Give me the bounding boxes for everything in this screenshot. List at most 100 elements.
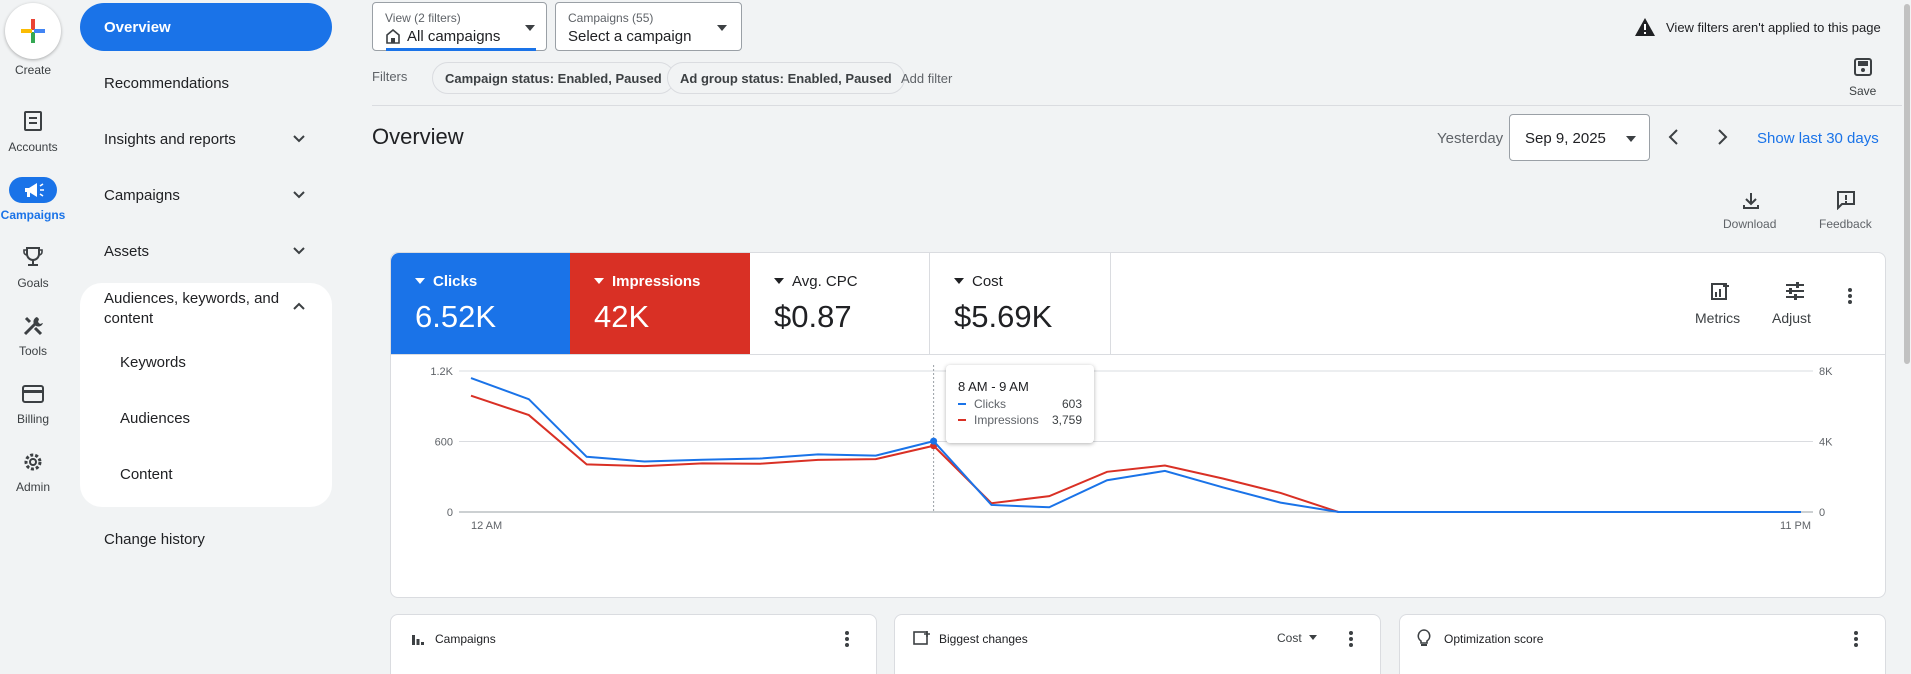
adjust-button[interactable]: Adjust (1772, 310, 1811, 326)
download-button[interactable]: Download (1723, 217, 1777, 231)
chevron-up-icon[interactable] (292, 299, 306, 313)
billing-label[interactable]: Billing (16, 412, 49, 426)
store-icon (386, 29, 400, 44)
metrics-icon[interactable] (1710, 281, 1732, 301)
metric-tile-impressions[interactable]: Impressions 42K (570, 253, 750, 354)
dropdown-triangle-icon (415, 278, 425, 284)
warning-icon (1635, 18, 1655, 36)
dropdown-arrow-icon (717, 25, 727, 31)
nav-item-campaigns[interactable]: Campaigns (80, 171, 332, 219)
nav-item-assets[interactable]: Assets (80, 227, 332, 275)
tools-icon[interactable] (19, 314, 47, 338)
save-icon[interactable] (1853, 57, 1873, 77)
view-dropdown-underline (386, 48, 536, 51)
metric-clicks-value: 6.52K (415, 299, 497, 334)
nav-item-content[interactable]: Content (120, 466, 173, 483)
chart-tooltip: 8 AM - 9 AM Clicks 603 Impressions 3,759 (946, 365, 1094, 443)
nav-group-title-line1: Audiences, keywords, and (104, 290, 280, 307)
lightbulb-icon (1417, 629, 1431, 646)
metric-impressions-value: 42K (594, 299, 650, 334)
create-button[interactable] (5, 3, 61, 59)
tooltip-impressions-swatch (958, 419, 966, 421)
chevron-right-icon[interactable] (1713, 127, 1731, 147)
dropdown-arrow-icon (1626, 136, 1636, 142)
chevron-left-icon[interactable] (1665, 127, 1683, 147)
bar-chart-icon (412, 635, 424, 645)
metric-cost-name: Cost (954, 273, 1003, 290)
biggest-changes-card: Biggest changes Cost (894, 614, 1381, 674)
metrics-button[interactable]: Metrics (1695, 310, 1741, 326)
metric-clicks-label: Clicks (433, 273, 478, 290)
tooltip-clicks-label: Clicks (974, 397, 1006, 411)
left-rail: Create Accounts Campaigns Goals Tools Bi… (0, 0, 66, 674)
nav-item-recommendations[interactable]: Recommendations (104, 74, 230, 92)
campaign-dropdown[interactable]: Campaigns (55) Select a campaign (555, 2, 742, 51)
nav-item-audiences[interactable]: Audiences (120, 410, 191, 427)
feedback-button[interactable]: Feedback (1819, 217, 1872, 231)
tooltip-title: 8 AM - 9 AM (958, 379, 1029, 394)
filter-chip-campaign-status[interactable]: Campaign status: Enabled, Paused (432, 62, 675, 94)
campaigns-rail-active[interactable] (9, 177, 57, 203)
nav-item-change-history[interactable]: Change history (104, 530, 205, 548)
nav-item-assets-label: Assets (104, 242, 150, 260)
metric-tile-cost[interactable]: Cost $5.69K (930, 253, 1111, 354)
more-vert-icon[interactable] (1348, 631, 1354, 647)
gear-icon[interactable] (19, 450, 47, 474)
metric-cost-value: $5.69K (954, 299, 1053, 334)
more-vert-icon[interactable] (1847, 287, 1853, 305)
y-left-tick-label: 600 (435, 437, 453, 449)
accounts-icon[interactable] (19, 110, 47, 134)
y-right-tick-label: 0 (1819, 507, 1825, 519)
accounts-label[interactable]: Accounts (8, 140, 58, 154)
performance-card: Clicks 6.52K Impressions 42K Avg. CPC $0… (390, 252, 1886, 598)
more-vert-icon[interactable] (1853, 631, 1859, 647)
metric-clicks-name: Clicks (415, 273, 477, 290)
nav-item-insights-label: Insights and reports (104, 130, 236, 148)
filter-chip-adgroup-status[interactable]: Ad group status: Enabled, Paused (667, 62, 905, 94)
campaign-dropdown-label: Campaigns (55) (568, 11, 654, 25)
chevron-down-icon (293, 135, 305, 143)
tune-icon[interactable] (1784, 281, 1806, 301)
optimization-score-card: Optimization score (1399, 614, 1886, 674)
download-icon[interactable] (1741, 191, 1761, 211)
show-last-30-days-link[interactable]: Show last 30 days (1757, 130, 1879, 147)
filters-warning: View filters aren't applied to this page (1666, 20, 1881, 35)
admin-label[interactable]: Admin (15, 480, 50, 494)
nav-group-audiences-header[interactable]: Audiences, keywords, and content (104, 289, 279, 329)
more-vert-icon[interactable] (844, 631, 850, 647)
chevron-down-icon (293, 247, 305, 255)
trophy-icon[interactable] (19, 245, 47, 269)
campaigns-label[interactable]: Campaigns (0, 208, 66, 222)
metric-cpc-label: Avg. CPC (792, 273, 858, 290)
metric-impressions-name: Impressions (594, 273, 700, 290)
view-dropdown[interactable]: View (2 filters) All campaigns (372, 2, 547, 51)
cost-sort-dropdown[interactable]: Cost (1277, 631, 1318, 645)
nav-item-keywords[interactable]: Keywords (120, 354, 186, 371)
dropdown-triangle-icon (774, 278, 784, 284)
add-filter-link[interactable]: Add filter (901, 71, 953, 86)
save-button[interactable]: Save (1849, 84, 1877, 98)
nav-item-overview[interactable]: Overview (80, 3, 332, 51)
tooltip-clicks-value: 603 (1061, 397, 1082, 411)
nav-group-title-line2: content (104, 310, 154, 327)
feedback-icon[interactable] (1836, 190, 1856, 210)
scrollbar-track[interactable] (1902, 0, 1911, 674)
series-point-clicks (930, 437, 938, 445)
plus-icon (21, 19, 45, 43)
biggest-changes-title: Biggest changes (939, 632, 1028, 646)
campaigns-card-title: Campaigns (435, 632, 496, 646)
tooltip-impressions-value: 3,759 (1051, 413, 1082, 427)
billing-icon[interactable] (19, 382, 47, 406)
scrollbar-thumb[interactable] (1904, 4, 1910, 364)
nav-item-insights[interactable]: Insights and reports (80, 115, 332, 163)
metric-impressions-label: Impressions (612, 273, 701, 290)
megaphone-icon (25, 183, 44, 197)
tools-label[interactable]: Tools (18, 344, 47, 358)
metric-tile-avg-cpc[interactable]: Avg. CPC $0.87 (750, 253, 930, 354)
date-picker[interactable]: Sep 9, 2025 (1509, 114, 1650, 161)
divider (372, 105, 1902, 106)
metric-tile-clicks[interactable]: Clicks 6.52K (391, 253, 571, 354)
cost-sort-label: Cost (1277, 631, 1302, 645)
performance-chart: 0 600 1.2K 0 4K 8K 12 AM 11 PM (430, 365, 1833, 532)
goals-label[interactable]: Goals (17, 276, 49, 290)
